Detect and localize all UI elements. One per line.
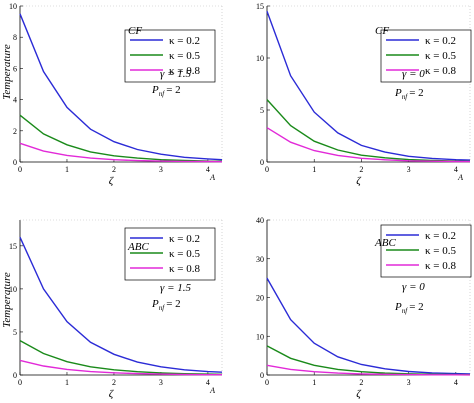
model-label: CF (128, 25, 142, 37)
param-pnf: Pnf = 2 (394, 301, 424, 315)
x-tick-label: 4 (206, 378, 210, 387)
model-label: ABC (374, 237, 396, 249)
legend-label-1: κ = 0.2 (425, 35, 456, 47)
x-axis-label: ζ (109, 388, 115, 400)
legend-label-2: κ = 0.5 (425, 50, 456, 62)
x-axis-label: ζ (356, 175, 362, 187)
param-gamma: γ = 1.5 (160, 282, 192, 294)
legend-box (124, 227, 216, 281)
series-line-2 (19, 339, 223, 375)
y-tick-label: 10 (256, 332, 264, 341)
x-tick-label: 2 (359, 378, 363, 387)
x-tick-label: 2 (112, 378, 116, 387)
param-pnf: Pnf = 2 (151, 84, 181, 98)
legend: κ = 0.2 κ = 0.5 κ = 0.8 (124, 29, 216, 83)
x-tick-label: 0 (265, 378, 269, 387)
y-tick-label: 20 (256, 294, 264, 303)
param-gamma: γ = 0 (402, 281, 425, 293)
x-tick-label: 3 (407, 165, 411, 174)
y-tick-label: 0 (13, 371, 17, 380)
y-tick-label: 4 (13, 96, 17, 105)
legend-label-3: κ = 0.8 (169, 263, 200, 275)
series-line-3 (19, 359, 222, 376)
y-tick-label: 0 (260, 158, 264, 167)
y-tick-label: 6 (13, 64, 17, 73)
x-tick-label: 0 (265, 165, 269, 174)
x-tick-label: 1 (65, 378, 69, 387)
y-tick-label: 5 (260, 106, 264, 115)
series-line-1 (266, 277, 471, 375)
y-tick-label: 5 (13, 328, 17, 337)
y-tick-label: 0 (260, 371, 264, 380)
y-tick-label: 10 (256, 54, 264, 63)
series-line-3 (19, 142, 223, 163)
y-axis-label: Temperature (1, 44, 13, 100)
param-pnf: Pnf = 2 (151, 298, 181, 312)
legend-box (124, 29, 216, 83)
x-tick-label: 3 (407, 378, 411, 387)
legend-label-3: κ = 0.8 (425, 260, 456, 272)
legend-label-2: κ = 0.5 (169, 248, 200, 260)
y-tick-label: 2 (13, 127, 17, 136)
y-tick-label: 10 (9, 2, 17, 11)
x-tick-label: 4 (454, 165, 458, 174)
x-end-label: A (457, 173, 463, 182)
x-tick-label: 4 (206, 165, 210, 174)
x-tick-label: 1 (65, 165, 69, 174)
legend: κ = 0.2 κ = 0.5 κ = 0.8 (380, 29, 472, 83)
legend-label-2: κ = 0.5 (169, 50, 200, 62)
x-tick-label: 1 (312, 378, 316, 387)
x-end-label: A (209, 173, 215, 182)
legend-label-1: κ = 0.2 (169, 35, 200, 47)
legend: κ = 0.2 κ = 0.5 κ = 0.8 (124, 227, 216, 281)
series-line-2 (266, 99, 471, 162)
x-tick-label: 1 (312, 165, 316, 174)
legend-label-3: κ = 0.8 (425, 65, 456, 77)
model-label: CF (375, 25, 389, 37)
y-axis-label: Temperature (1, 272, 13, 328)
legend: κ = 0.2 κ = 0.5 κ = 0.8 (380, 224, 472, 278)
x-end-label: A (209, 386, 215, 395)
param-pnf: Pnf = 2 (394, 87, 424, 101)
series-line-1 (19, 13, 223, 161)
series-line-2 (19, 114, 223, 162)
x-tick-label: 2 (359, 165, 363, 174)
legend-label-3: κ = 0.8 (169, 65, 200, 77)
x-tick-label: 2 (112, 165, 116, 174)
series-line-1 (19, 236, 223, 373)
legend-box (380, 224, 472, 278)
y-tick-label: 8 (13, 33, 17, 42)
model-label: ABC (127, 241, 149, 253)
x-tick-label: 4 (454, 378, 458, 387)
y-tick-label: 15 (256, 2, 264, 11)
y-tick-label: 15 (9, 242, 17, 251)
x-tick-label: 0 (18, 378, 22, 387)
x-axis-label: ζ (356, 388, 362, 400)
legend-label-1: κ = 0.2 (169, 233, 200, 245)
param-gamma: γ = 0 (402, 68, 425, 80)
y-tick-label: 40 (256, 216, 264, 225)
y-tick-label: 30 (256, 255, 264, 264)
series-line-1 (266, 10, 471, 161)
param-gamma: γ = 1.5 (160, 68, 192, 80)
legend-label-2: κ = 0.5 (425, 245, 456, 257)
series-line-3 (266, 364, 471, 376)
legend-label-1: κ = 0.2 (425, 230, 456, 242)
x-axis-label: ζ (109, 175, 115, 187)
chart-panel-2: 0 1 2 3 4A 0 5 10 15 ζ κ = 0.2 κ = 0.5 κ = 0.8 CF γ = … (256, 2, 472, 187)
y-tick-label: 10 (9, 285, 17, 294)
legend-box (380, 29, 472, 83)
x-tick-label: 0 (18, 165, 22, 174)
x-tick-label: 3 (159, 165, 163, 174)
x-tick-label: 3 (159, 378, 163, 387)
y-tick-label: 0 (13, 158, 17, 167)
series-line-3 (266, 127, 471, 163)
